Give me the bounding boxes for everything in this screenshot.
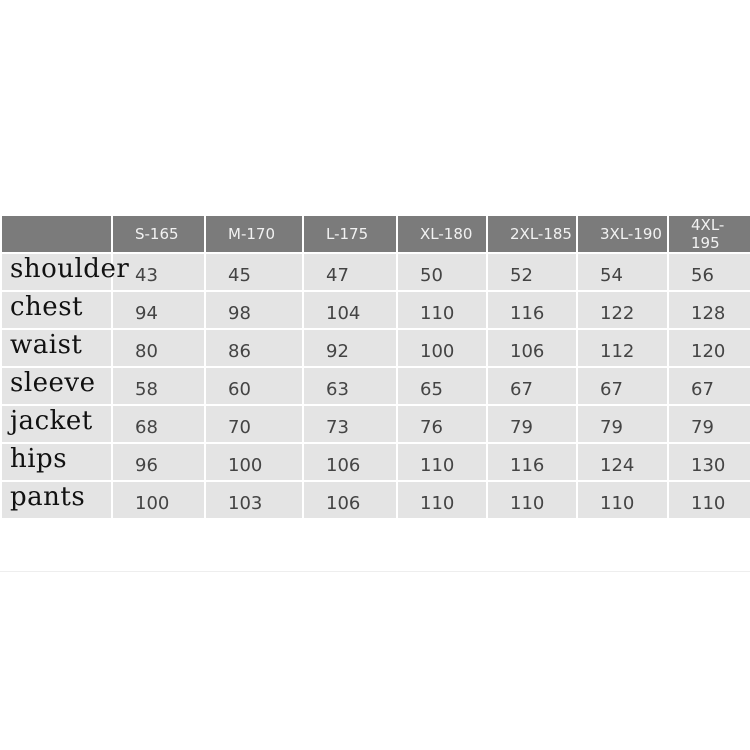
size-header: M-170 — [204, 216, 304, 254]
table-row: sleeve 58 60 63 65 67 67 67 — [0, 366, 750, 406]
size-header: 3XL-190 — [576, 216, 669, 254]
measurement-cell: 60 — [204, 366, 304, 406]
row-label: waist — [0, 328, 113, 368]
measurement-cell: 94 — [111, 290, 206, 330]
row-label: chest — [0, 290, 113, 330]
measurement-cell: 68 — [111, 404, 206, 444]
measurement-cell: 96 — [111, 442, 206, 482]
measurement-cell: 110 — [396, 442, 488, 482]
divider — [0, 571, 750, 572]
measurement-cell: 45 — [204, 252, 304, 292]
measurement-cell: 50 — [396, 252, 488, 292]
measurement-cell: 130 — [667, 442, 750, 482]
measurement-cell: 79 — [486, 404, 578, 444]
row-label: hips — [0, 442, 113, 482]
measurement-cell: 100 — [111, 480, 206, 520]
measurement-cell: 92 — [302, 328, 398, 368]
size-chart-table: S-165 M-170 L-175 XL-180 2XL-185 3XL-190 4XL-1… — [0, 216, 750, 520]
measurement-cell: 67 — [667, 366, 750, 406]
measurement-cell: 98 — [204, 290, 304, 330]
measurement-cell: 47 — [302, 252, 398, 292]
measurement-cell: 70 — [204, 404, 304, 444]
measurement-cell: 103 — [204, 480, 304, 520]
measurement-cell: 110 — [576, 480, 669, 520]
measurement-cell: 116 — [486, 442, 578, 482]
size-header: L-175 — [302, 216, 398, 254]
measurement-cell: 80 — [111, 328, 206, 368]
row-label: shoulder — [0, 252, 129, 292]
row-label: pants — [0, 480, 113, 520]
measurement-cell: 67 — [486, 366, 578, 406]
measurement-cell: 52 — [486, 252, 578, 292]
measurement-cell: 65 — [396, 366, 488, 406]
table-row: chest 94 98 104 110 116 122 128 — [0, 290, 750, 330]
size-header: S-165 — [111, 216, 206, 254]
table-row: shoulder 43 45 47 50 52 54 56 — [0, 252, 750, 292]
table-row: pants 100 103 106 110 110 110 110 — [0, 480, 750, 520]
measurement-cell: 110 — [396, 480, 488, 520]
measurement-cell: 106 — [302, 480, 398, 520]
measurement-cell: 124 — [576, 442, 669, 482]
measurement-cell: 122 — [576, 290, 669, 330]
measurement-cell: 86 — [204, 328, 304, 368]
size-header: XL-180 — [396, 216, 488, 254]
size-header: 2XL-185 — [486, 216, 578, 254]
measurement-cell: 116 — [486, 290, 578, 330]
measurement-cell: 106 — [486, 328, 578, 368]
measurement-cell: 104 — [302, 290, 398, 330]
size-header: 4XL-195 — [667, 216, 750, 254]
table-row: hips 96 100 106 110 116 124 130 — [0, 442, 750, 482]
corner-cell — [0, 216, 113, 254]
measurement-cell: 43 — [111, 252, 206, 292]
measurement-cell: 63 — [302, 366, 398, 406]
measurement-cell: 76 — [396, 404, 488, 444]
table-row: waist 80 86 92 100 106 112 120 — [0, 328, 750, 368]
table-row: jacket 68 70 73 76 79 79 79 — [0, 404, 750, 444]
row-label: sleeve — [0, 366, 113, 406]
measurement-cell: 110 — [396, 290, 488, 330]
measurement-cell: 54 — [576, 252, 669, 292]
header-row: S-165 M-170 L-175 XL-180 2XL-185 3XL-190 4XL-1… — [0, 216, 750, 254]
measurement-cell: 106 — [302, 442, 398, 482]
measurement-cell: 112 — [576, 328, 669, 368]
measurement-cell: 79 — [576, 404, 669, 444]
measurement-cell: 58 — [111, 366, 206, 406]
measurement-cell: 100 — [204, 442, 304, 482]
row-label: jacket — [0, 404, 113, 444]
measurement-cell: 110 — [667, 480, 750, 520]
measurement-cell: 73 — [302, 404, 398, 444]
measurement-cell: 120 — [667, 328, 750, 368]
measurement-cell: 79 — [667, 404, 750, 444]
measurement-cell: 67 — [576, 366, 669, 406]
measurement-cell: 100 — [396, 328, 488, 368]
measurement-cell: 110 — [486, 480, 578, 520]
measurement-cell: 128 — [667, 290, 750, 330]
measurement-cell: 56 — [667, 252, 750, 292]
